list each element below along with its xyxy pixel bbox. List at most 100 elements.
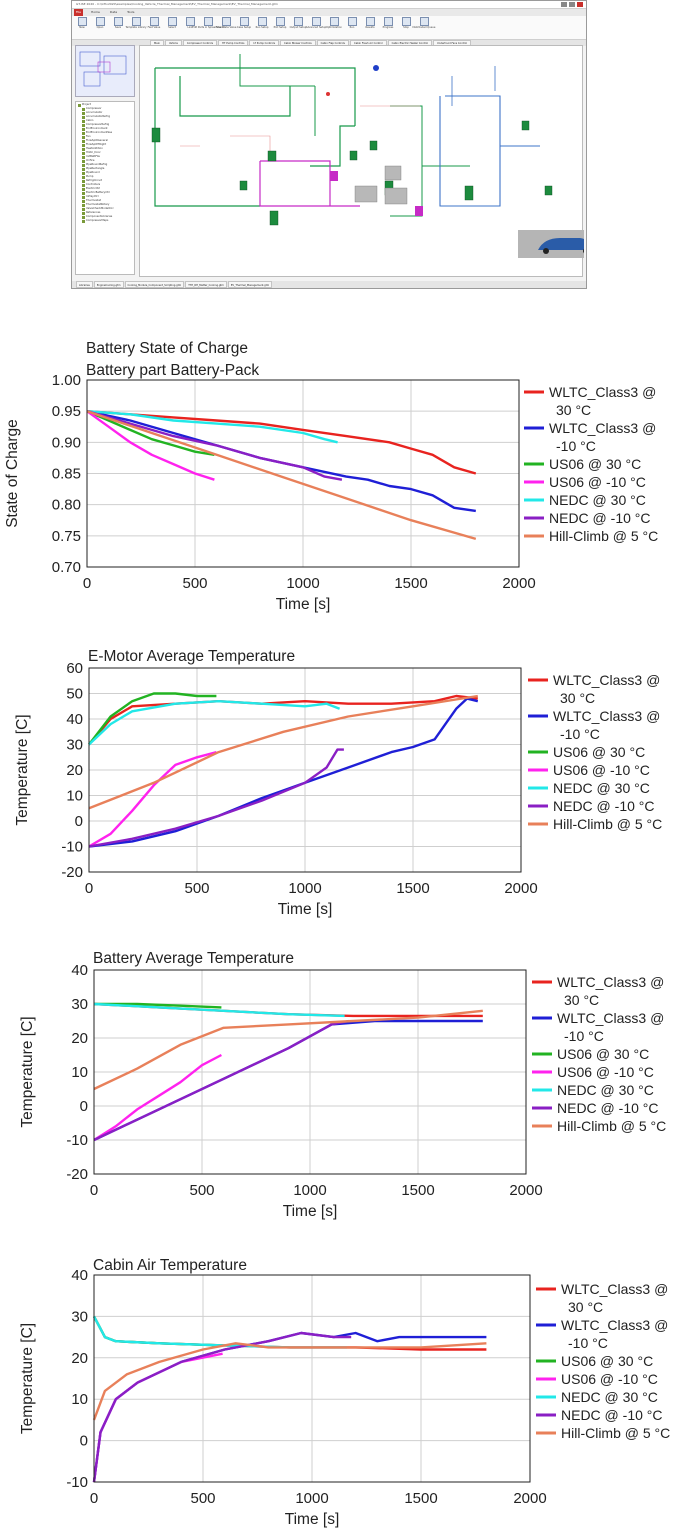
tree-item[interactable]: InitBattFile	[78, 155, 132, 159]
series-line-2	[86, 410, 215, 456]
tree-item-icon	[82, 171, 85, 175]
ribbon-button[interactable]: Distributed Queue	[413, 17, 435, 38]
ribbon-button[interactable]: Save	[111, 17, 125, 38]
x-axis-label: Time [s]	[283, 1203, 338, 1220]
ribbon-button[interactable]: New	[75, 17, 89, 38]
x-tick-label: 1500	[394, 575, 427, 592]
ribbon-button-icon	[239, 17, 249, 26]
tree-item[interactable]: FlowSplitGeneral	[78, 139, 132, 143]
file-tab[interactable]: EngineCooling.gtm	[93, 281, 124, 288]
tree-item-icon	[82, 163, 85, 167]
file-tab[interactable]: Libraries	[76, 281, 93, 288]
x-tick-label: 500	[189, 1182, 214, 1199]
tree-item[interactable]: Cabin	[78, 119, 132, 123]
tree-item[interactable]: CompressorMaps	[78, 219, 132, 223]
model-canvas[interactable]	[139, 45, 586, 277]
tree-item[interactable]: HeatAddition	[78, 147, 132, 151]
tree-item[interactable]: Controllers	[78, 183, 132, 187]
ribbon-button[interactable]: Select	[165, 17, 179, 38]
tree-item[interactable]: Accumulator	[78, 111, 132, 115]
tree-item[interactable]: FlowSplitTRight	[78, 143, 132, 147]
ribbon-button[interactable]: Template Library	[126, 17, 146, 38]
tree-item-label: InPlayCtrl	[86, 195, 99, 198]
tree-item[interactable]: RefrigCircuit	[78, 179, 132, 183]
menu-tab-file[interactable]: File	[74, 9, 84, 16]
ribbon-button[interactable]: Run Setup	[255, 17, 269, 38]
tree-item[interactable]: References	[78, 211, 132, 215]
legend: WLTC_Class3 @ 30 °C WLTC_Class3 @ -10 °C US0…	[532, 974, 666, 1134]
ribbon-button-label: Run	[349, 26, 355, 29]
y-tick-label: 10	[66, 788, 83, 805]
tree-item[interactable]: ElectricCtrl	[78, 187, 132, 191]
tree-item[interactable]: AccumulatorRefrig	[78, 115, 132, 119]
ribbon-button[interactable]: Output Setup	[290, 17, 306, 38]
ribbon-button-icon	[203, 17, 213, 26]
open-files-tabs: Libraries EngineCooling.gtm Cooling_Module…	[72, 281, 586, 288]
legend-label: US06 @ -10 °C	[557, 1064, 654, 1080]
tree-item[interactable]: EndEnvironmentSse	[78, 131, 132, 135]
ribbon-button[interactable]: Run	[345, 17, 359, 38]
tree-item[interactable]: Fan	[78, 135, 132, 139]
tree-item-label: Cabin	[86, 119, 94, 122]
ribbon-button[interactable]: Link	[183, 17, 197, 38]
file-tab[interactable]: Cooling_Module_Component_Scripting.gtm	[124, 281, 185, 288]
maximize-icon[interactable]	[569, 2, 575, 7]
close-icon[interactable]	[577, 2, 583, 7]
ribbon-button[interactable]: Open	[93, 17, 107, 38]
ribbon-button[interactable]: Flow State Value	[216, 17, 236, 38]
file-tab[interactable]: EV_Thermal_Management.gtm	[227, 281, 273, 288]
menu-tab-home[interactable]: Home	[91, 10, 100, 14]
legend-label: US06 @ -10 °C	[549, 474, 646, 490]
series-line-3	[93, 1053, 222, 1142]
tree-item[interactable]: Orifice	[78, 159, 132, 163]
ribbon-button[interactable]: Stop	[399, 17, 413, 38]
ribbon-button[interactable]: Optimization	[326, 17, 342, 38]
tree-item[interactable]: PipeRound	[78, 171, 132, 175]
ribbon-button[interactable]: Plot Setup	[273, 17, 287, 38]
ribbon-button[interactable]: Edit Parts in Spreadsheet	[192, 17, 224, 38]
tree-item[interactable]: Compressor	[78, 107, 132, 111]
ribbon-button[interactable]: Results	[363, 17, 377, 38]
project-tree: Project Compressor Accumulator AccumulatorR…	[75, 101, 135, 275]
minimize-icon[interactable]	[561, 2, 567, 7]
tree-item-icon	[82, 183, 85, 187]
ribbon-button[interactable]: Progress	[381, 17, 395, 38]
tree-item-icon	[82, 155, 85, 159]
model-minimap[interactable]	[75, 45, 135, 97]
tree-item-icon	[82, 167, 85, 171]
tree-item[interactable]: ValveCheckModelCirc	[78, 207, 132, 211]
tree-item[interactable]: Pump	[78, 175, 132, 179]
tree-item[interactable]: EndEnvironment	[78, 127, 132, 131]
tree-item[interactable]: PipeRoundRefrig	[78, 163, 132, 167]
menu-tab-data[interactable]: Data	[109, 10, 118, 14]
tree-item-label: Compressor	[86, 107, 102, 110]
tree-item[interactable]: Thermostat	[78, 199, 132, 203]
tree-item[interactable]: Project	[78, 103, 132, 107]
tree-item[interactable]: ComponentLibraries	[78, 215, 132, 219]
tree-item[interactable]: HVAC_Door	[78, 151, 132, 155]
y-tick-label: 10	[71, 1064, 88, 1081]
y-tick-label: 30	[66, 737, 83, 754]
x-tick-label: 500	[184, 880, 209, 897]
ribbon-button-icon	[419, 17, 429, 26]
tree-item-label: AccumulatorRefrig	[86, 115, 111, 118]
ribbon-button[interactable]: Advanced Setup	[306, 17, 326, 38]
menu-tab-tools[interactable]: Tools	[127, 10, 135, 14]
legend-label: NEDC @ 30 °C	[553, 780, 650, 796]
tree-item[interactable]: PipeRectangle	[78, 167, 132, 171]
legend-label: US06 @ 30 °C	[553, 744, 645, 760]
legend-label: US06 @ -10 °C	[553, 762, 650, 778]
tree-item[interactable]: ThermostatRotary	[78, 203, 132, 207]
tree-item-label: Accumulator	[86, 111, 103, 114]
tree-item[interactable]: ElectricBatteryCtrl	[78, 191, 132, 195]
ribbon-button[interactable]: Case Setup	[237, 17, 251, 38]
plot-area-frame	[93, 1274, 531, 1483]
y-tick-label: -10	[66, 1474, 88, 1491]
y-tick-label: 0.80	[52, 497, 81, 514]
ribbon-button[interactable]: Fast Value	[147, 17, 161, 38]
tree-item[interactable]: InPlayCtrl	[78, 195, 132, 199]
file-tab[interactable]: TTH_RH_Matter_Cooling.gtm	[185, 281, 227, 288]
tree-item[interactable]: CompressorRefrig	[78, 123, 132, 127]
series-line-4	[92, 1315, 347, 1349]
